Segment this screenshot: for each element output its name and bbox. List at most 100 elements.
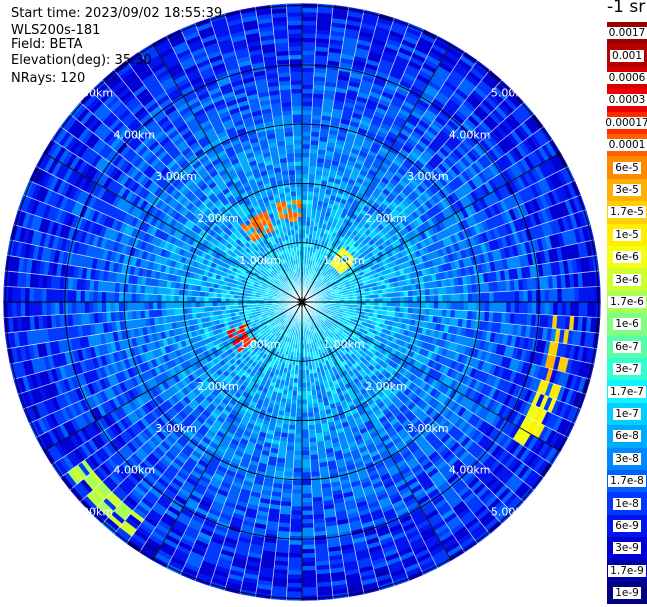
range-gate-cell (301, 131, 312, 137)
range-gate-cell (309, 148, 319, 154)
range-gate-cell (450, 301, 456, 311)
range-gate-cell (301, 178, 309, 184)
range-gate-cell (523, 289, 529, 303)
range-gate-cell (301, 109, 313, 115)
range-gate-cell (309, 156, 318, 163)
range-gate-cell (290, 407, 297, 413)
range-gate-cell (591, 286, 597, 303)
range-gate-cell (420, 301, 426, 309)
range-gate-cell (308, 428, 317, 435)
range-gate-cell (295, 420, 303, 426)
range-gate-cell (294, 429, 303, 435)
range-gate-cell (582, 286, 588, 303)
range-gate-cell (301, 544, 316, 550)
range-gate-cell (578, 287, 584, 303)
range-gate-cell (450, 293, 456, 303)
range-gate-cell (301, 489, 313, 495)
range-gate-cell (301, 450, 311, 456)
range-gate-cell (301, 80, 314, 86)
range-gate-cell (286, 441, 295, 448)
range-gate-cell (382, 301, 388, 307)
range-gate-cell (403, 296, 409, 303)
range-gate-cell (290, 403, 297, 409)
range-gate-cell (291, 399, 298, 405)
range-gate-cell (301, 587, 318, 593)
range-gate-cell (301, 186, 309, 192)
range-gate-cell (301, 582, 318, 588)
range-gate-cell (574, 301, 580, 317)
range-gate-cell (301, 535, 315, 542)
range-gate-cell (306, 399, 313, 405)
range-gate-cell (587, 286, 593, 303)
range-gate-cell (295, 408, 303, 414)
range-gate-cell (293, 463, 303, 469)
range-gate-cell (301, 523, 315, 529)
range-gate-cell (301, 386, 307, 392)
range-gate-cell (297, 378, 303, 384)
range-gate-cell (288, 420, 297, 426)
range-gate-cell (458, 284, 465, 294)
range-gate-cell (301, 173, 309, 179)
range-gate-cell (510, 290, 516, 303)
range-gate-cell (412, 301, 418, 309)
range-gate-cell (284, 458, 294, 465)
range-gate-cell (420, 288, 426, 297)
range-gate-cell (438, 294, 443, 303)
range-gate-cell (301, 101, 313, 107)
range-gate-cell (292, 472, 303, 478)
range-gate-cell (458, 310, 465, 320)
range-gate-cell (301, 540, 315, 546)
range-gate-cell (459, 301, 465, 311)
range-gate-cell (527, 301, 533, 315)
range-gate-cell (309, 445, 318, 452)
range-gate-cell (301, 514, 314, 520)
range-gate-cell (289, 523, 303, 529)
range-gate-cell (307, 191, 314, 197)
range-gate-cell (403, 307, 409, 314)
range-gate-cell (412, 307, 418, 315)
range-gate-cell (484, 301, 490, 313)
range-gate-cell (433, 294, 439, 303)
range-gate-cell (407, 307, 413, 314)
range-gate-cell (307, 420, 316, 426)
range-gate-cell (294, 442, 303, 448)
range-gate-cell (291, 493, 303, 499)
range-gate-cell (301, 114, 313, 120)
range-gate-cell (294, 433, 303, 439)
range-gate-cell (297, 374, 303, 380)
range-gate-cell (301, 425, 309, 431)
range-gate-cell (565, 287, 571, 303)
range-gate-cell (309, 152, 318, 159)
range-gate-cell (289, 535, 303, 542)
range-gate-cell (489, 301, 495, 313)
range-gate-cell (544, 288, 550, 303)
range-gate-cell (391, 301, 397, 308)
range-gate-cell (301, 216, 307, 222)
range-gate-cell (292, 480, 303, 486)
range-gate-cell (570, 301, 576, 317)
range-gate-cell (286, 445, 295, 452)
range-gate-cell (429, 301, 435, 310)
range-gate-cell (286, 591, 303, 597)
range-gate-cell (301, 97, 313, 103)
range-gate-cell (459, 293, 465, 303)
range-gate-cell (285, 450, 295, 456)
range-gate-cell (301, 472, 312, 478)
range-gate-cell (378, 297, 384, 303)
range-gate-cell (429, 294, 435, 303)
range-gate-cell (295, 425, 303, 431)
range-gate-cell (552, 288, 559, 303)
range-gate-cell (301, 510, 314, 516)
range-gate-cell (290, 510, 303, 516)
range-gate-cell (493, 301, 499, 313)
range-gate-cell (301, 476, 312, 482)
range-gate-cell (290, 514, 303, 520)
range-gate-cell (412, 295, 418, 303)
range-gate-cell (455, 293, 461, 303)
range-gate-cell (301, 480, 312, 486)
range-gate-cell (425, 301, 431, 309)
range-gate-cell (287, 437, 296, 443)
range-gate-cell (289, 531, 303, 537)
range-gate-cell (386, 301, 392, 307)
